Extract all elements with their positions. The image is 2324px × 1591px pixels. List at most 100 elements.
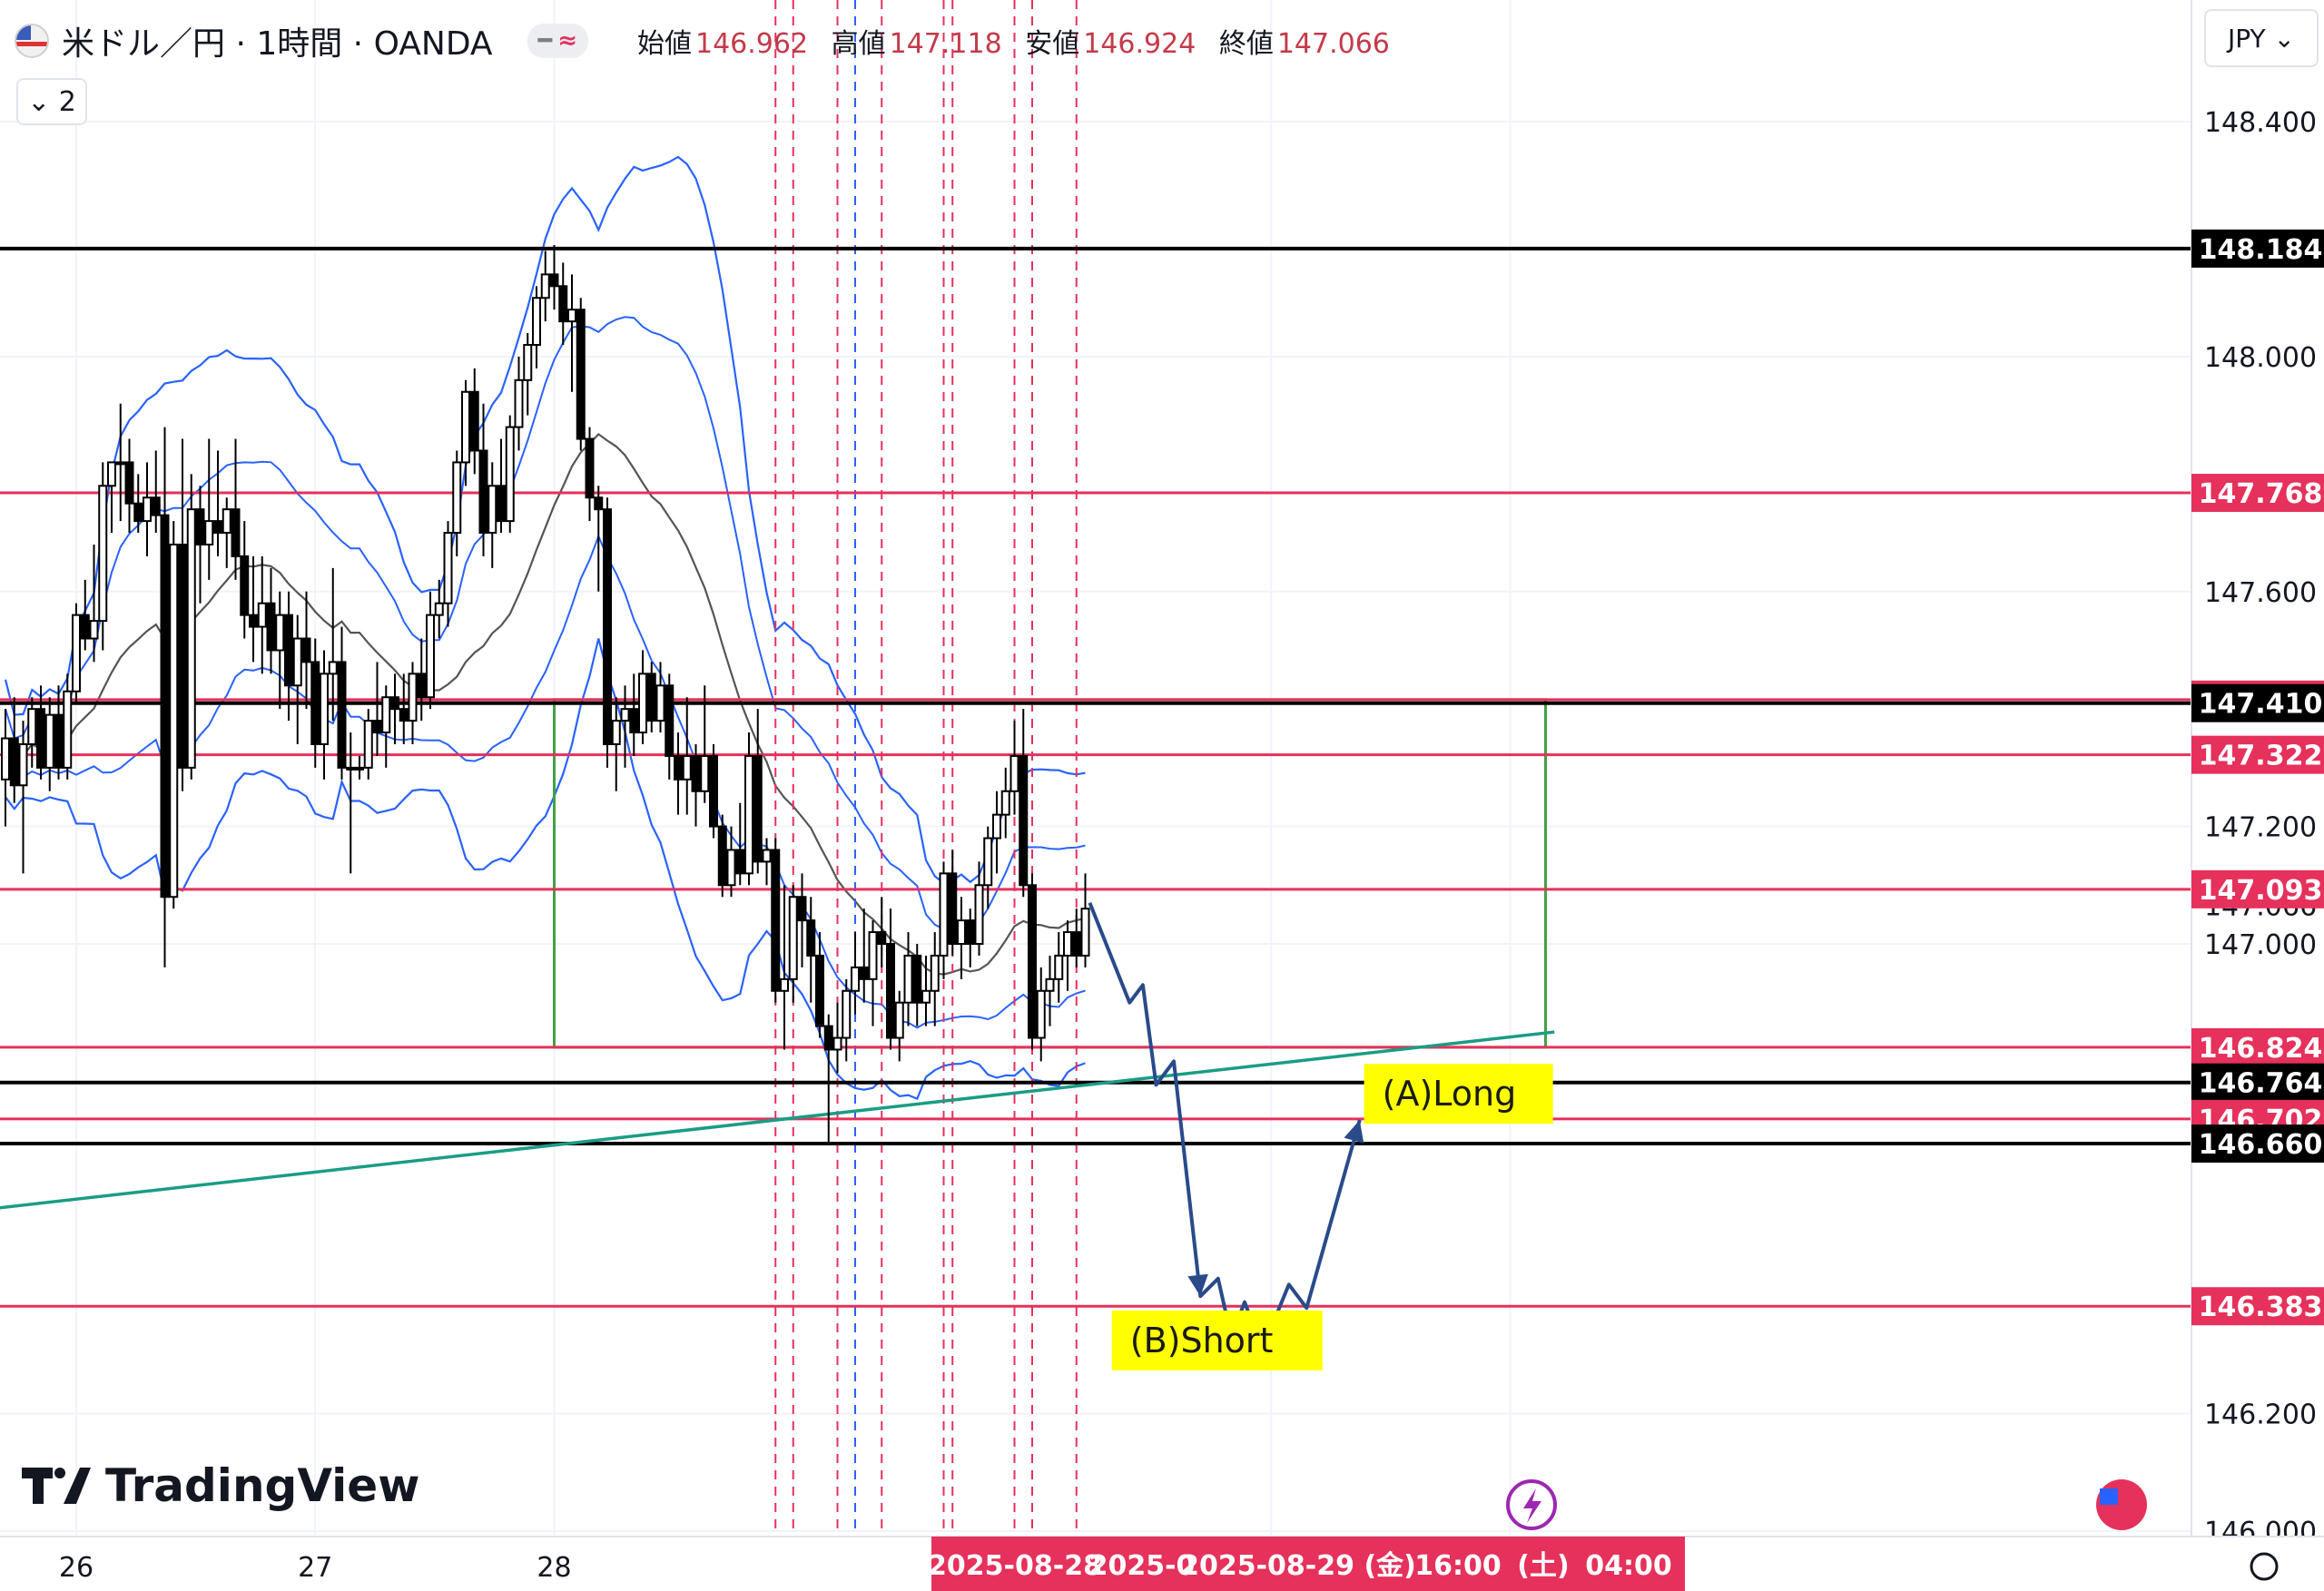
- candle-body: [133, 502, 143, 523]
- close-label: 終値: [1218, 28, 1274, 60]
- candle: [72, 603, 81, 703]
- crosshair-time-label: 2025-0: [1089, 1550, 1196, 1582]
- candle-body: [585, 437, 595, 499]
- grid-lines: [0, 0, 2191, 1537]
- candle-body: [107, 461, 116, 487]
- candle-body: [974, 884, 984, 946]
- candle: [36, 685, 45, 780]
- candle: [558, 262, 568, 345]
- candle: [1019, 709, 1029, 898]
- candle-body: [726, 849, 736, 887]
- candle: [390, 673, 399, 744]
- price-tick-label: 147.000: [2204, 929, 2317, 961]
- candle: [124, 438, 134, 534]
- candle: [231, 438, 241, 580]
- candle-body: [487, 485, 497, 535]
- candle-body: [478, 449, 488, 535]
- us-flag-canton-icon: [2100, 1488, 2118, 1505]
- candle: [620, 685, 630, 768]
- candle: [832, 1002, 842, 1074]
- approx-icon[interactable]: ≈: [557, 27, 577, 54]
- annotation-label: (B)Short: [1130, 1321, 1274, 1360]
- candle: [974, 861, 984, 956]
- candle: [9, 697, 19, 803]
- candle: [823, 1014, 833, 1144]
- candle-body: [851, 966, 860, 992]
- chart-header: 米ドル／円 · 1時間 · OANDA ━ ≈ 始値 146.962 高値 147.…: [0, 0, 1404, 82]
- candle: [585, 427, 595, 522]
- candle: [505, 415, 515, 534]
- candle: [434, 579, 444, 639]
- price-tick-label: 146.200: [2204, 1399, 2317, 1431]
- crosshair-time-label: 2025-08-29 (金): [1180, 1550, 1416, 1582]
- candle-body: [859, 966, 869, 980]
- annotation-label: (A)Long: [1383, 1074, 1517, 1114]
- candle: [886, 908, 895, 1050]
- candle-body: [1063, 931, 1072, 957]
- candle: [735, 802, 745, 886]
- candle: [310, 638, 320, 768]
- candle: [815, 932, 824, 1038]
- candle: [478, 403, 488, 556]
- candle-body: [44, 713, 54, 769]
- currency-select[interactable]: JPY ⌄: [2204, 9, 2319, 67]
- candle: [1, 709, 10, 827]
- candle-body: [665, 684, 675, 757]
- candle-body: [877, 931, 887, 946]
- candle-body: [213, 520, 222, 535]
- candle: [151, 450, 161, 534]
- candle: [1045, 955, 1055, 1026]
- open-value: 146.962: [695, 28, 809, 60]
- candle: [213, 450, 222, 556]
- candle: [355, 755, 364, 780]
- candle-body: [1019, 754, 1029, 887]
- candle: [27, 697, 37, 768]
- candle: [98, 462, 108, 651]
- chevron-down-icon: ⌄: [2273, 23, 2295, 54]
- chart-mode-toggle[interactable]: ━ ≈: [527, 24, 588, 58]
- low-value: 146.924: [1083, 28, 1196, 60]
- brand-name: TradingView: [105, 1459, 420, 1512]
- annotation-box: [1111, 1311, 1323, 1370]
- candle-body: [523, 344, 533, 381]
- candle: [1080, 873, 1090, 967]
- candle: [195, 486, 205, 604]
- candle: [717, 814, 727, 898]
- price-level-tag: [2191, 229, 2324, 268]
- minus-icon[interactable]: ━: [537, 27, 553, 54]
- candle: [381, 685, 391, 768]
- candle: [992, 791, 1001, 874]
- price-level-tag: [2191, 1125, 2324, 1163]
- time-tick-label: 26: [59, 1552, 94, 1584]
- candle: [771, 838, 781, 1003]
- symbol-title[interactable]: 米ドル／円 · 1時間 · OANDA: [62, 25, 493, 63]
- candle: [115, 403, 125, 522]
- candle-body: [381, 696, 391, 734]
- tradingview-logo[interactable]: TradingView: [22, 1459, 419, 1512]
- candle-body: [594, 496, 604, 511]
- candle-body: [815, 954, 824, 1027]
- candle-body: [310, 661, 320, 745]
- indicator-collapse-button[interactable]: ⌄ 2: [16, 78, 87, 125]
- candle: [957, 897, 966, 979]
- candle: [469, 368, 479, 475]
- candle: [487, 462, 497, 568]
- currency-label: JPY: [2227, 23, 2266, 54]
- candle: [249, 555, 258, 663]
- candle-body: [355, 766, 364, 771]
- candle-body: [957, 919, 966, 946]
- candle: [178, 438, 187, 791]
- candle-body: [682, 754, 692, 781]
- price-level-tag: [2191, 474, 2324, 513]
- candle: [399, 673, 409, 744]
- candle: [806, 897, 816, 1003]
- candle-body: [18, 743, 28, 787]
- candle-body: [965, 919, 975, 946]
- candle-body: [620, 708, 630, 722]
- candle: [1063, 920, 1072, 991]
- candle-body: [186, 508, 196, 769]
- candle-body: [497, 485, 506, 523]
- candle: [576, 298, 586, 451]
- candle-body: [1080, 908, 1090, 957]
